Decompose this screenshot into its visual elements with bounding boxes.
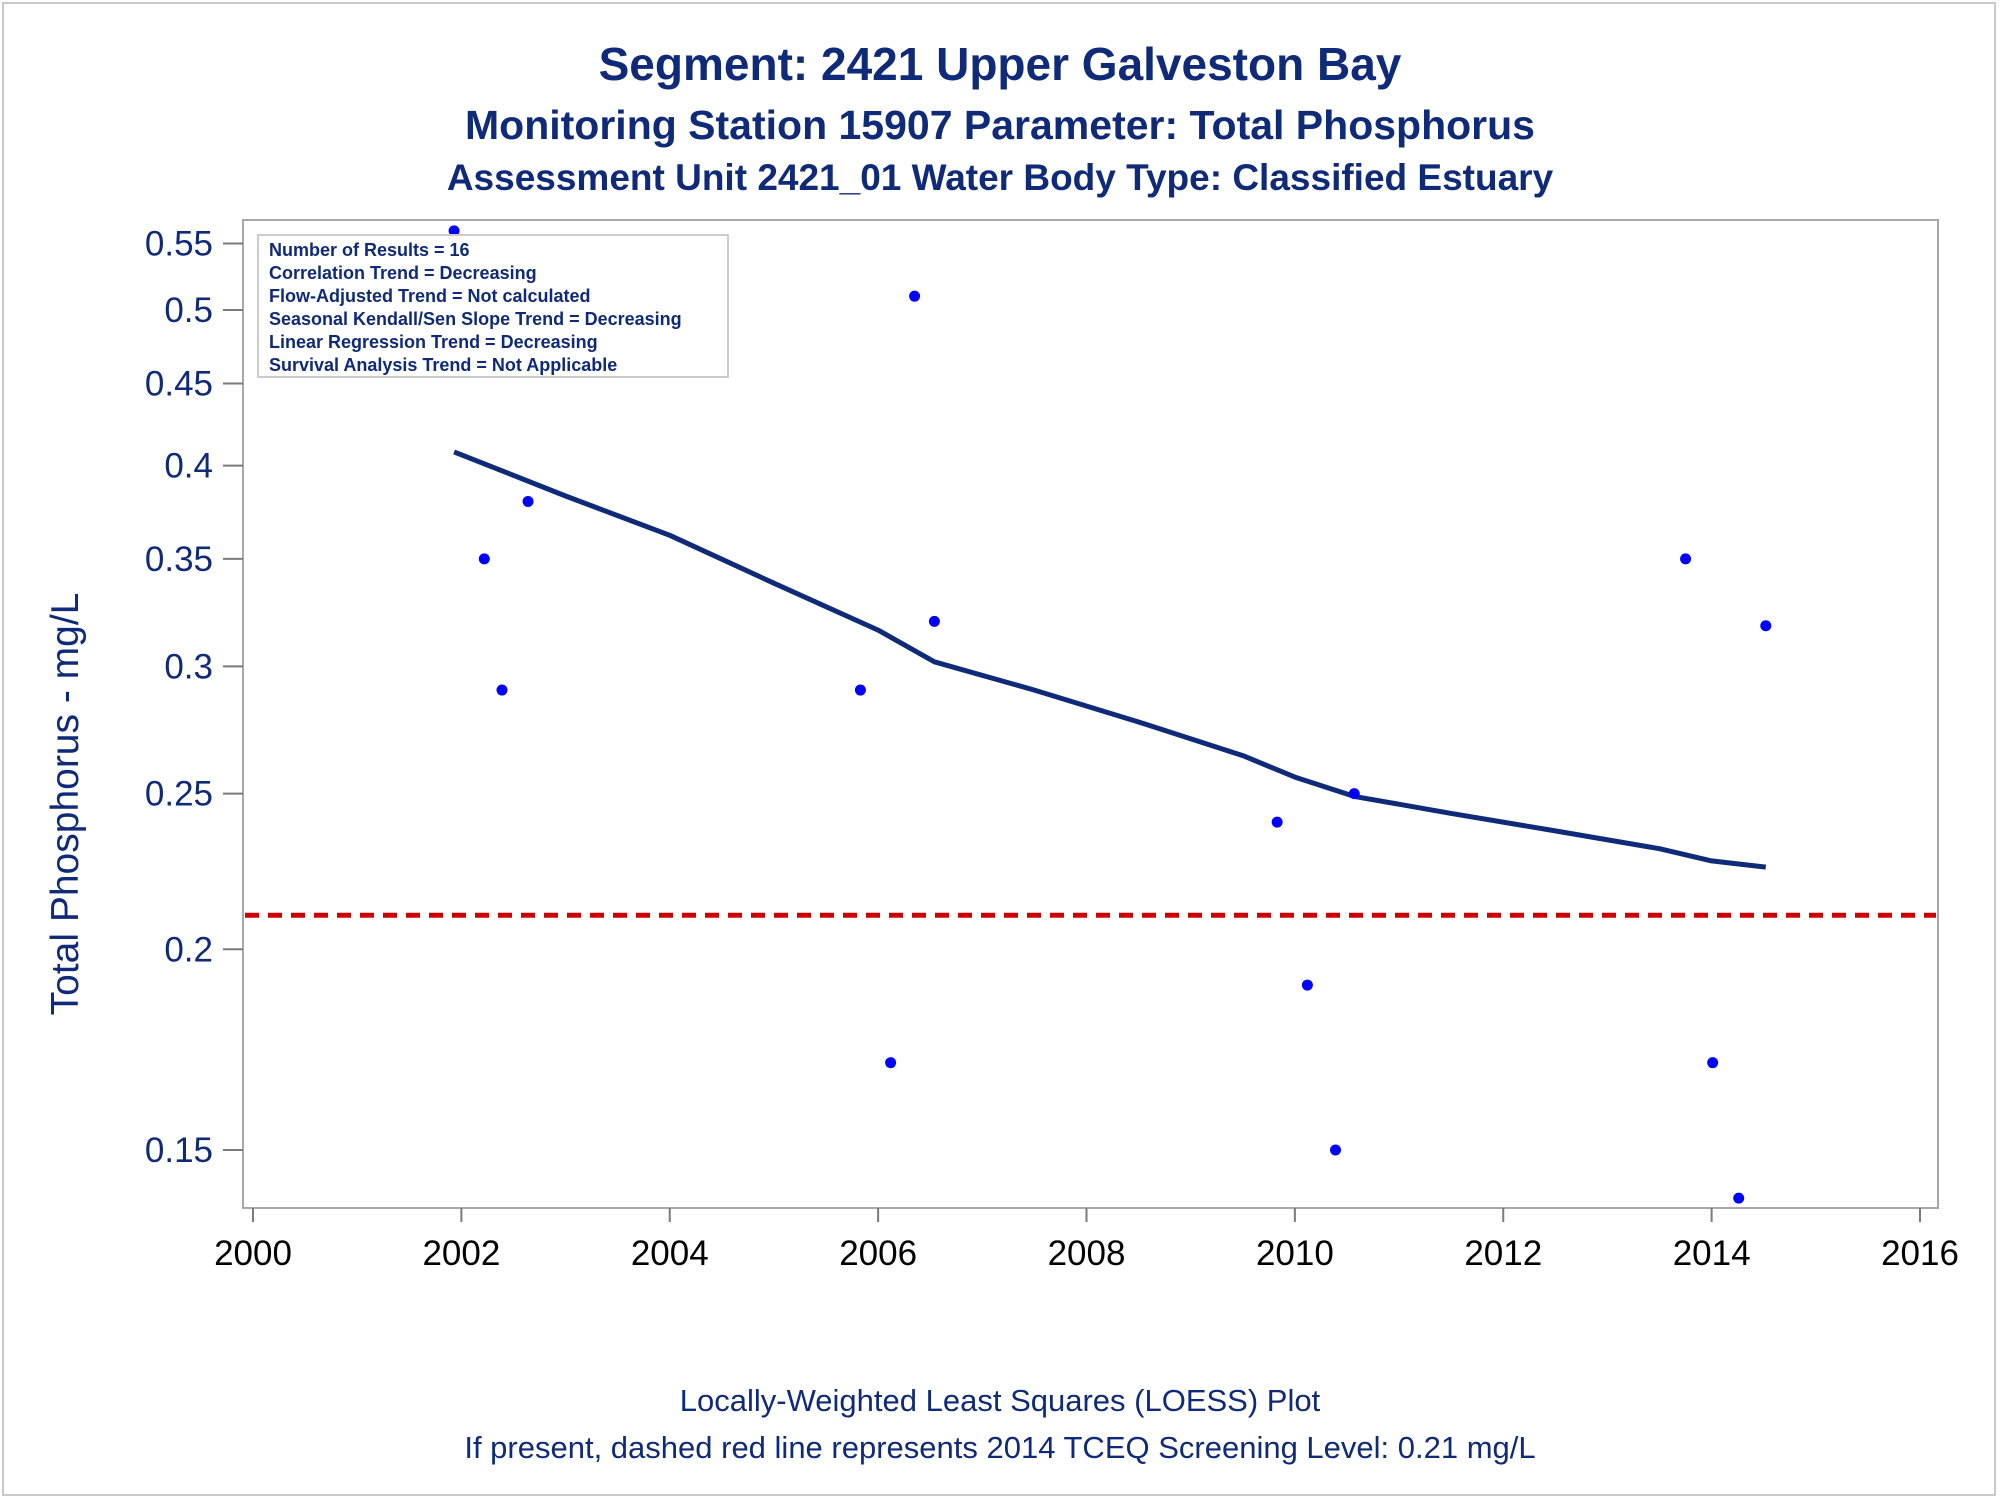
data-point [478, 553, 490, 565]
x-tick-label: 2010 [1256, 1234, 1334, 1273]
x-tick-label: 2006 [839, 1234, 917, 1273]
y-tick-label: 0.45 [145, 365, 213, 404]
data-point [522, 495, 534, 507]
inset-line: Correlation Trend = Decreasing [269, 263, 537, 283]
data-point [1707, 1057, 1719, 1069]
data-point [909, 290, 921, 302]
data-point [854, 684, 866, 696]
data-point [1733, 1192, 1745, 1204]
chart-subtitle: Monitoring Station 15907 Parameter: Tota… [465, 102, 1535, 148]
data-point [448, 225, 460, 237]
y-tick-label: 0.3 [164, 647, 213, 686]
loess-line [453, 449, 1767, 870]
y-tick-label: 0.4 [164, 447, 213, 486]
data-point [1760, 620, 1772, 632]
x-tick-label: 2012 [1464, 1234, 1542, 1273]
scatter-points-group [448, 225, 1772, 1204]
inset-line: Linear Regression Trend = Decreasing [269, 332, 598, 352]
x-tick-label: 2008 [1048, 1234, 1126, 1273]
inset-line: Number of Results = 16 [269, 240, 470, 260]
footnote-loess: Locally-Weighted Least Squares (LOESS) P… [679, 1383, 1321, 1418]
chart-title: Segment: 2421 Upper Galveston Bay [598, 38, 1402, 90]
x-axis: 2000 2002 2004 2006 2008 2010 2012 2014 2016 [214, 1208, 1959, 1273]
x-tick-label: 2016 [1881, 1234, 1959, 1273]
y-tick-label: 0.5 [164, 291, 213, 330]
inset-line: Survival Analysis Trend = Not Applicable [269, 355, 617, 375]
plot-area-frame [242, 219, 1939, 1209]
inset-line: Seasonal Kendall/Sen Slope Trend = Decre… [269, 309, 682, 329]
data-point [1271, 816, 1283, 828]
data-point [1680, 553, 1692, 565]
footnote-screening-level: If present, dashed red line represents 2… [464, 1430, 1536, 1465]
x-tick-label: 2002 [422, 1234, 500, 1273]
data-point [885, 1057, 897, 1069]
y-axis-label: Total Phosphorus - mg/L [44, 593, 87, 1016]
y-tick-label: 0.15 [145, 1131, 213, 1170]
x-tick-label: 2000 [214, 1234, 292, 1273]
y-tick-label: 0.2 [164, 930, 213, 969]
data-point [496, 684, 508, 696]
inset-line: Flow-Adjusted Trend = Not calculated [269, 286, 591, 306]
chart-subtitle-2: Assessment Unit 2421_01 Water Body Type:… [446, 157, 1554, 198]
x-tick-label: 2004 [631, 1234, 709, 1273]
y-tick-label: 0.25 [145, 775, 213, 814]
loess-line-group [453, 449, 1767, 870]
trend-inset: Number of Results = 16 Correlation Trend … [257, 234, 729, 378]
x-tick-label: 2014 [1673, 1234, 1751, 1273]
y-tick-label: 0.35 [145, 540, 213, 579]
data-point [1348, 788, 1360, 800]
y-axis: 0.15 0.2 0.25 0.3 0.35 0.4 0.45 0.5 0.55 [145, 225, 243, 1170]
y-tick-label: 0.55 [145, 225, 213, 264]
inset-box [257, 234, 729, 378]
data-point [928, 615, 940, 627]
data-point [1330, 1144, 1342, 1156]
data-point [1301, 979, 1313, 991]
